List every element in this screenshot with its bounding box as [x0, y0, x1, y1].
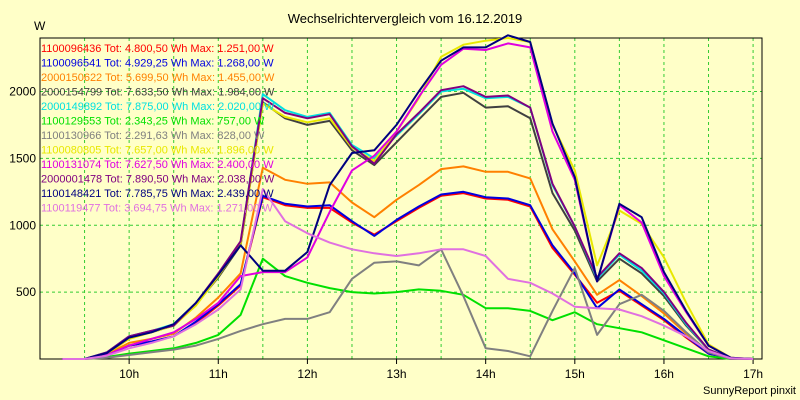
x-tick-label: 10h	[119, 367, 139, 381]
grid	[40, 38, 762, 359]
series-line-9	[62, 42, 754, 360]
x-tick-label: 14h	[476, 367, 496, 381]
legend-entry-11: 1100148421 Tot: 7.785,75 Wh Max: 2.439,0…	[41, 188, 274, 200]
x-tick-label: 17h	[743, 367, 763, 381]
legend-entry-10: 2000001478 Tot: 7.890,50 Wh Max: 2.038,0…	[41, 174, 275, 186]
y-tick-label: 500	[16, 285, 36, 299]
x-tick-label: 12h	[297, 367, 317, 381]
y-tick-label: 2000	[9, 85, 36, 99]
legend-entry-3: 2000150622 Tot: 5.699,50 Wh Max: 1.455,0…	[41, 72, 275, 84]
legend-entry-1: 1100096436 Tot: 4.800,50 Wh Max: 1.251,0…	[41, 43, 274, 55]
legend-entry-5: 2000149892 Tot: 7.875,00 Wh Max: 2.020,0…	[41, 101, 275, 113]
chart-title: Wechselrichtervergleich vom 16.12.2019	[288, 11, 523, 26]
x-tick-label: 16h	[654, 367, 674, 381]
x-tick-label: 11h	[209, 367, 228, 381]
legend-entry-9: 1100131074 Tot: 7.627,50 Wh Max: 2.400,0…	[41, 159, 274, 171]
legend: 1100096436 Tot: 4.800,50 Wh Max: 1.251,0…	[41, 43, 275, 215]
series-line-7	[62, 248, 754, 360]
x-tick-label: 13h	[387, 367, 407, 381]
series-line-12	[62, 188, 754, 360]
y-tick-label: 1500	[9, 151, 36, 165]
series-line-6	[62, 257, 754, 360]
legend-entry-6: 1100129553 Tot: 2.343,25 Wh Max: 757,00 …	[41, 116, 265, 128]
axes: 500 1000 1500 2000 10h 11h 12h 13h 14h 15h 16h 17h	[9, 37, 763, 381]
plot-frame	[39, 37, 763, 360]
legend-entry-12: 1100119477 Tot: 3.694,75 Wh Max: 1.271,0…	[41, 203, 273, 215]
series-line-11	[62, 34, 754, 360]
legend-entry-7: 1100130966 Tot: 2.291,63 Wh Max: 828,00 …	[41, 130, 265, 142]
legend-entry-2: 1100096541 Tot: 4.929,25 Wh Max: 1.268,0…	[41, 58, 274, 70]
y-tick-label: 1000	[9, 218, 36, 232]
legend-entry-8: 1100080805 Tot: 7.657,00 Wh Max: 1.896,0…	[41, 145, 274, 157]
legend-entry-4: 2000154799 Tot: 7.633,50 Wh Max: 1.984,0…	[41, 87, 275, 99]
x-tick-label: 15h	[565, 367, 585, 381]
series-layer	[62, 34, 754, 360]
footer-credit: SunnyReport pinxit	[703, 385, 796, 397]
y-axis-unit: W	[34, 19, 46, 33]
